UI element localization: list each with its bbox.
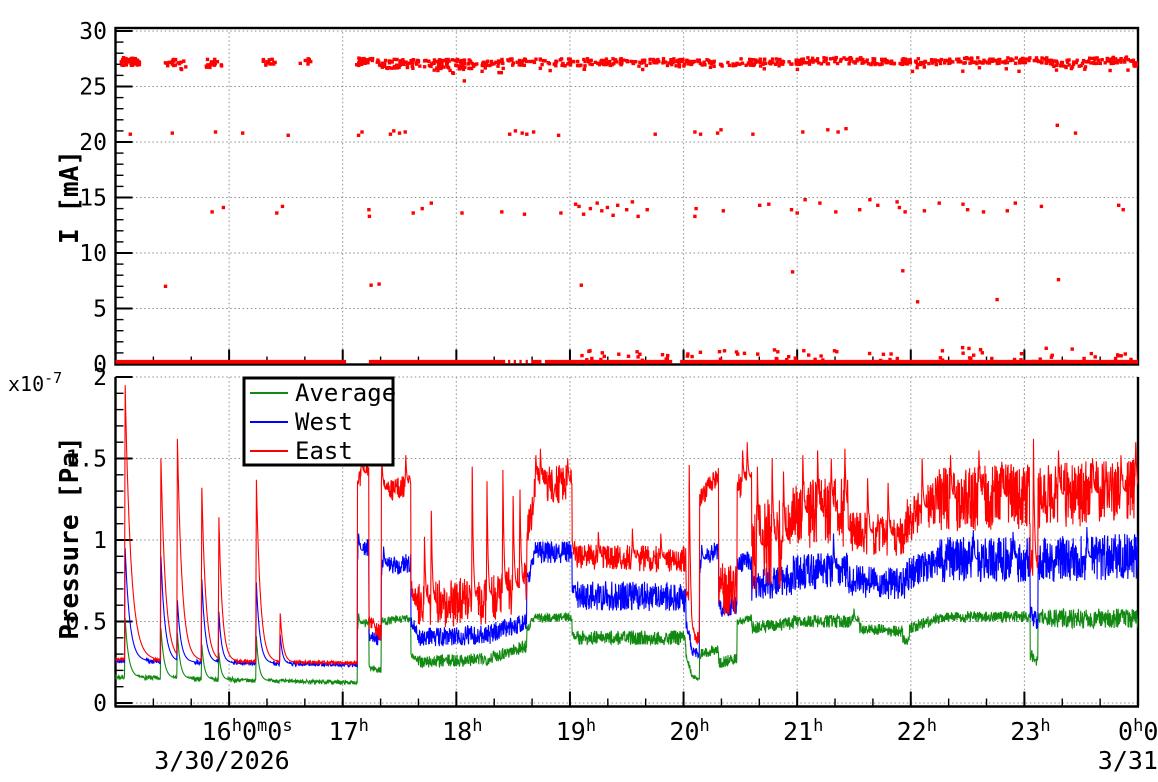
chart-root: 0 5 10 15 20 25 30 0 0.5 1 1.5 2 16h0m0s 17h 18h 19h 20h… [65, 19, 1158, 746]
x-tick-label: 23h [1010, 716, 1050, 746]
axis-ticks [115, 30, 1139, 707]
tick-labels: 0 5 10 15 20 25 30 0 0.5 1 1.5 2 16h0m0s 17h 18h 19h 20h… [65, 19, 1158, 746]
top-y-tick-label: 15 [79, 186, 107, 212]
y-scale-exponent-label: x10-7 [8, 369, 62, 396]
pressure-series-east [115, 385, 1138, 667]
top-y-tick-label: 0 [93, 352, 107, 378]
legend-entry-east: East [250, 437, 353, 465]
x-tick-label: 0h0m0s [1118, 716, 1158, 746]
legend-label: West [295, 408, 353, 436]
top-y-axis-title: I [mA] [55, 150, 85, 244]
x-tick-label: 16h0m0s [202, 716, 293, 746]
bottom-y-axis-title: Pressure [Pa] [55, 436, 85, 640]
date-label-start: 3/30/2026 [154, 746, 289, 775]
bottom-y-tick-label: 1 [93, 528, 107, 554]
x-tick-label: 20h [669, 716, 709, 746]
pressure-series-west [115, 526, 1138, 669]
top-y-tick-label: 25 [79, 75, 107, 101]
current-scatter-points [119, 55, 1138, 364]
bottom-y-tick-label: 1.5 [65, 447, 107, 473]
top-y-tick-label: 5 [93, 297, 107, 323]
bottom-y-tick-label: 2 [93, 365, 107, 391]
y-scale-exp: -7 [44, 369, 62, 387]
x-tick-label: 18h [442, 716, 482, 746]
legend-entry-average: Average [250, 379, 396, 407]
legend-entry-west: West [250, 408, 353, 436]
bottom-y-tick-label: 0 [93, 691, 107, 717]
y-scale-base: x10 [8, 372, 44, 396]
x-tick-label: 22h [897, 716, 937, 746]
x-tick-label: 17h [329, 716, 369, 746]
top-y-tick-label: 20 [79, 130, 107, 156]
pressure-series-average [115, 607, 1138, 686]
bottom-y-tick-label: 0.5 [65, 610, 107, 636]
legend-label: East [295, 437, 353, 465]
top-y-tick-label: 30 [79, 19, 107, 45]
date-label-end: 3/31 [1098, 746, 1158, 775]
top-y-tick-label: 10 [79, 241, 107, 267]
x-tick-label: 21h [783, 716, 823, 746]
legend-label: Average [295, 379, 396, 407]
top-panel-frame [114, 26, 1140, 366]
x-tick-label: 19h [556, 716, 596, 746]
